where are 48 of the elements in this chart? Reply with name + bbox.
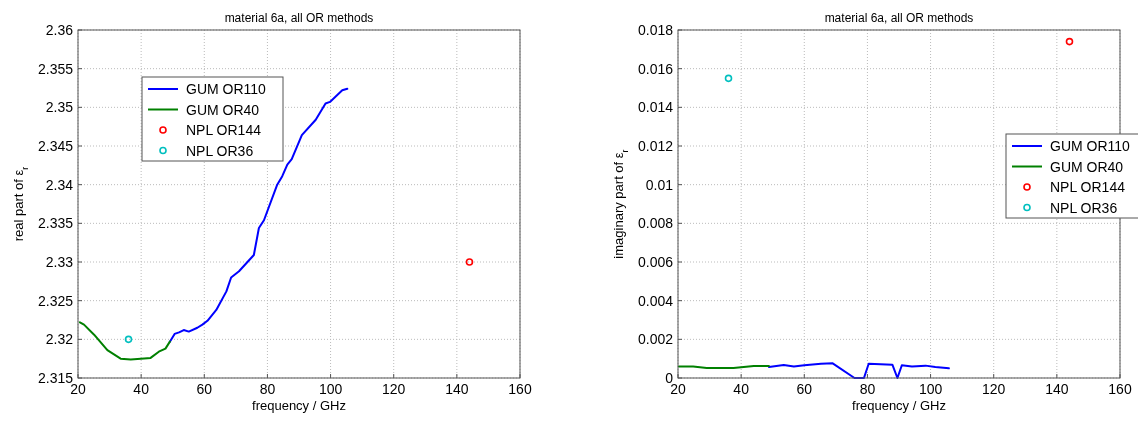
y-tick-label: 0.006: [637, 254, 674, 270]
legend-label: NPL OR144: [186, 122, 262, 138]
x-tick-label: 100: [918, 381, 943, 397]
legend-label: GUM OR110: [186, 81, 267, 97]
y-tick-label: 2.35: [45, 99, 74, 116]
y-tick-label: 2.36: [45, 22, 74, 38]
y-tick-label: 2.325: [37, 292, 74, 309]
x-tick-label: 40: [733, 381, 750, 397]
chart-title: material 6a, all OR methods: [224, 11, 374, 25]
legend-label: GUM OR110: [1050, 138, 1131, 154]
line-series: [767, 362, 950, 379]
x-axis-title: frequency / GHz: [852, 398, 946, 413]
y-tick-label: 0.01: [645, 176, 674, 193]
legend-label: GUM OR40: [186, 101, 260, 118]
x-tick-label: 80: [859, 381, 876, 397]
x-axis-title: frequency / GHz: [252, 398, 346, 413]
y-tick-label: 2.315: [37, 370, 74, 386]
x-tick-label: 160: [508, 381, 532, 397]
y-tick-label: 2.355: [37, 60, 74, 77]
y-tick-label: 0: [665, 370, 674, 386]
y-tick-label: 2.345: [37, 138, 74, 154]
y-tick-label: 0.018: [637, 22, 674, 38]
y-tick-label: 0.004: [637, 292, 674, 309]
y-tick-label: 2.32: [45, 331, 74, 348]
legend-label: NPL OR36: [1050, 199, 1118, 216]
x-tick-label: 100: [318, 381, 343, 397]
x-tick-label: 120: [982, 381, 1006, 397]
x-tick-label: 60: [196, 381, 213, 397]
x-tick-label: 60: [796, 381, 813, 397]
y-tick-label: 0.012: [637, 138, 674, 154]
y-tick-label: 0.002: [637, 331, 674, 348]
y-tick-label: 0.008: [637, 215, 674, 232]
y-tick-label: 0.016: [637, 60, 674, 77]
y-tick-label: 2.34: [45, 176, 74, 193]
x-tick-label: 40: [133, 381, 150, 397]
x-tick-label: 160: [1108, 381, 1132, 397]
y-tick-label: 2.335: [37, 215, 74, 232]
x-tick-label: 120: [382, 381, 406, 397]
legend-label: NPL OR144: [1050, 179, 1126, 195]
legend-label: NPL OR36: [186, 142, 254, 159]
line-series: [78, 321, 171, 361]
x-tick-label: 140: [445, 381, 469, 397]
chart-title: material 6a, all OR methods: [824, 11, 974, 25]
legend-label: GUM OR40: [1050, 158, 1124, 175]
y-tick-label: 2.33: [45, 254, 74, 270]
x-tick-label: 80: [259, 381, 276, 397]
y-tick-label: 0.014: [637, 99, 674, 116]
x-tick-label: 140: [1045, 381, 1069, 397]
